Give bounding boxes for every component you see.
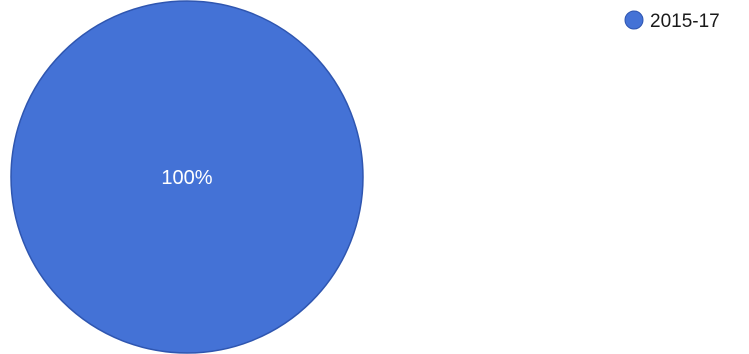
- legend: 2015-17: [624, 10, 720, 32]
- legend-label: 2015-17: [650, 11, 720, 32]
- pie-slice: [10, 0, 364, 354]
- legend-swatch: [624, 10, 644, 30]
- pie-slice-labels: 100%: [161, 167, 212, 189]
- pie-slices: [10, 0, 364, 354]
- pie-slice-label: 100%: [161, 167, 212, 189]
